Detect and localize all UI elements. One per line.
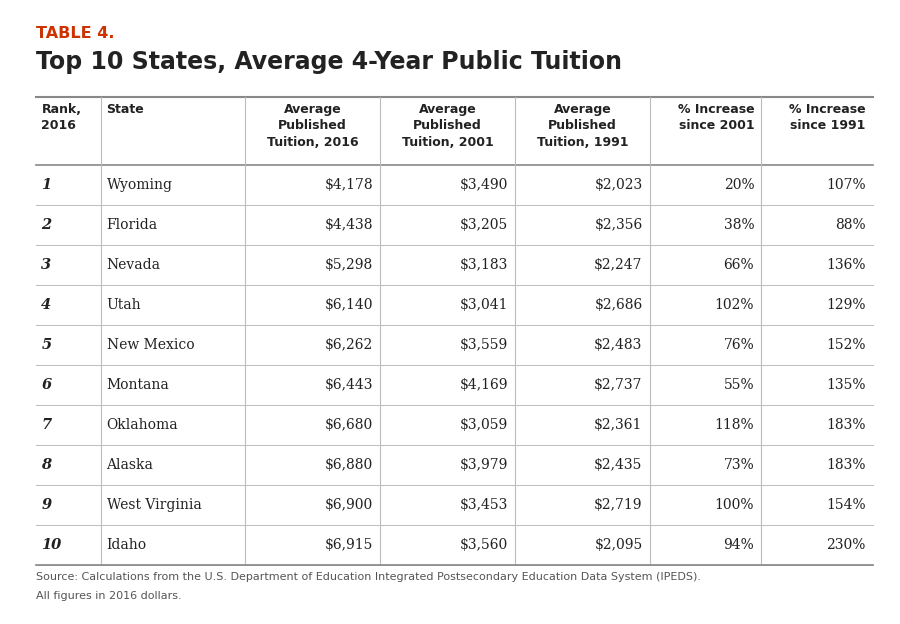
Text: 76%: 76% (724, 338, 754, 352)
Text: 136%: 136% (826, 258, 866, 272)
Text: $3,559: $3,559 (460, 338, 508, 352)
Text: $2,483: $2,483 (594, 338, 643, 352)
Text: 9: 9 (41, 498, 51, 512)
Text: $2,247: $2,247 (594, 258, 643, 272)
Text: $3,560: $3,560 (460, 538, 508, 552)
Text: 8: 8 (41, 458, 51, 472)
Text: $6,900: $6,900 (325, 498, 373, 512)
Text: New Mexico: New Mexico (106, 338, 194, 352)
Text: Average
Published
Tuition, 2001: Average Published Tuition, 2001 (401, 103, 493, 149)
Text: 7: 7 (41, 418, 51, 432)
Text: Florida: Florida (106, 218, 158, 232)
Text: $6,680: $6,680 (325, 418, 373, 432)
Text: 129%: 129% (826, 298, 866, 312)
Text: 10: 10 (41, 538, 61, 552)
Text: $6,443: $6,443 (324, 378, 373, 392)
Text: All figures in 2016 dollars.: All figures in 2016 dollars. (36, 591, 182, 601)
Text: 55%: 55% (724, 378, 754, 392)
Text: West Virginia: West Virginia (106, 498, 202, 512)
Text: 4: 4 (41, 298, 51, 312)
Text: Average
Published
Tuition, 1991: Average Published Tuition, 1991 (536, 103, 628, 149)
Text: $6,915: $6,915 (325, 538, 373, 552)
Text: Montana: Montana (106, 378, 169, 392)
Text: $3,183: $3,183 (459, 258, 508, 272)
Text: 3: 3 (41, 258, 51, 272)
Text: 38%: 38% (724, 218, 754, 232)
Text: State: State (106, 103, 144, 116)
Text: $6,140: $6,140 (324, 298, 373, 312)
Text: $2,023: $2,023 (594, 178, 643, 192)
Text: TABLE 4.: TABLE 4. (36, 26, 114, 41)
Text: $2,719: $2,719 (594, 498, 643, 512)
Text: $4,178: $4,178 (324, 178, 373, 192)
Text: $4,438: $4,438 (324, 218, 373, 232)
Text: 73%: 73% (724, 458, 754, 472)
Text: $2,737: $2,737 (594, 378, 643, 392)
Text: $5,298: $5,298 (325, 258, 373, 272)
Text: 6: 6 (41, 378, 51, 392)
Text: 88%: 88% (835, 218, 866, 232)
Text: Average
Published
Tuition, 2016: Average Published Tuition, 2016 (267, 103, 358, 149)
Text: 1: 1 (41, 178, 51, 192)
Text: % Increase
since 1991: % Increase since 1991 (789, 103, 866, 132)
Text: Idaho: Idaho (106, 538, 147, 552)
Text: 107%: 107% (826, 178, 866, 192)
Text: 20%: 20% (724, 178, 754, 192)
Text: Utah: Utah (106, 298, 141, 312)
Text: Nevada: Nevada (106, 258, 160, 272)
Text: Top 10 States, Average 4-Year Public Tuition: Top 10 States, Average 4-Year Public Tui… (36, 50, 622, 74)
Text: 135%: 135% (826, 378, 866, 392)
Text: 118%: 118% (715, 418, 754, 432)
Text: 152%: 152% (826, 338, 866, 352)
Text: $6,262: $6,262 (325, 338, 373, 352)
Text: $3,041: $3,041 (459, 298, 508, 312)
Text: $3,979: $3,979 (459, 458, 508, 472)
Text: Source: Calculations from the U.S. Department of Education Integrated Postsecond: Source: Calculations from the U.S. Depar… (36, 572, 701, 582)
Text: 102%: 102% (715, 298, 754, 312)
Text: Alaska: Alaska (106, 458, 153, 472)
Text: 100%: 100% (715, 498, 754, 512)
Text: $3,059: $3,059 (460, 418, 508, 432)
Text: Rank,
2016: Rank, 2016 (41, 103, 81, 132)
Text: $3,205: $3,205 (460, 218, 508, 232)
Text: 2: 2 (41, 218, 51, 232)
Text: $2,361: $2,361 (594, 418, 643, 432)
Text: 183%: 183% (826, 458, 866, 472)
Text: 154%: 154% (826, 498, 866, 512)
Text: $3,490: $3,490 (459, 178, 508, 192)
Text: 94%: 94% (724, 538, 754, 552)
Text: Oklahoma: Oklahoma (106, 418, 178, 432)
Text: $3,453: $3,453 (459, 498, 508, 512)
Text: $2,435: $2,435 (594, 458, 643, 472)
Text: $2,356: $2,356 (594, 218, 643, 232)
Text: $2,686: $2,686 (594, 298, 643, 312)
Text: $2,095: $2,095 (594, 538, 643, 552)
Text: Wyoming: Wyoming (106, 178, 173, 192)
Text: 66%: 66% (724, 258, 754, 272)
Text: 5: 5 (41, 338, 51, 352)
Text: 183%: 183% (826, 418, 866, 432)
Text: 230%: 230% (826, 538, 866, 552)
Text: $4,169: $4,169 (459, 378, 508, 392)
Text: % Increase
since 2001: % Increase since 2001 (678, 103, 754, 132)
Text: $6,880: $6,880 (325, 458, 373, 472)
